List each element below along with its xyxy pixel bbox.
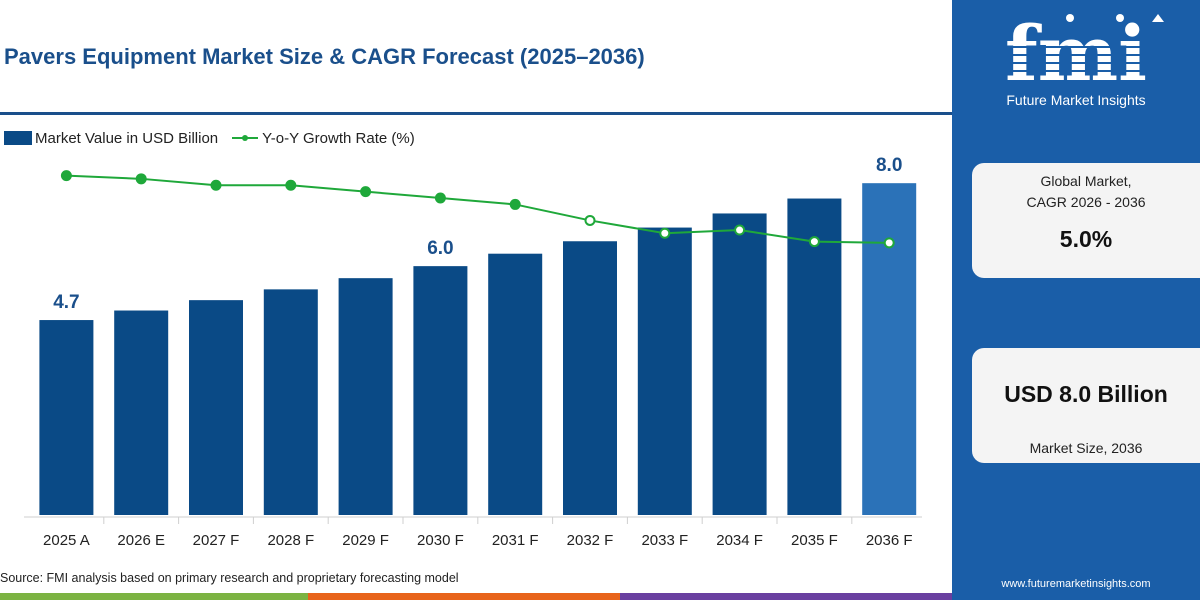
chart-panel: Pavers Equipment Market Size & CAGR Fore… — [0, 44, 952, 600]
fmi-logo: fmi Future Market Insights — [982, 9, 1172, 108]
bar-2035-f — [787, 198, 842, 515]
growth-point — [584, 214, 596, 226]
legend-bar-swatch — [4, 131, 32, 145]
bar-2033-f — [637, 227, 692, 515]
growth-point — [659, 227, 671, 239]
market-size-label: Market Size, 2036 — [1029, 440, 1143, 456]
legend-line-label: Y-o-Y Growth Rate (%) — [262, 129, 415, 147]
market-size-card: USD 8.0 Billion Market Size, 2036 — [972, 348, 1200, 463]
x-axis-ticks — [103, 517, 853, 524]
data-label: 4.7 — [53, 292, 79, 313]
x-tick-label: 2027 F — [193, 532, 240, 549]
chart-plot: 2025 A 2026 E 2027 F 2028 F 2029 F 2030 F 2031… — [24, 155, 922, 549]
strip-purple — [620, 593, 952, 600]
growth-point — [135, 173, 147, 185]
bar-2025-a — [39, 320, 94, 515]
website-url: www.futuremarketinsights.com — [1001, 578, 1151, 590]
bar-2030-f — [413, 266, 468, 515]
x-tick-label: 2026 E — [117, 532, 165, 549]
chart-title: Pavers Equipment Market Size & CAGR Fore… — [4, 44, 645, 69]
logo-stripes-icon — [982, 46, 1172, 72]
cagr-label: Global Market, CAGR 2026 - 2036 — [972, 171, 1200, 213]
bar-2026-e — [114, 310, 169, 515]
x-tick-label: 2028 F — [267, 532, 314, 549]
logo-subtitle: Future Market Insights — [1006, 92, 1145, 108]
color-strip — [0, 593, 952, 600]
bar-2028-f — [263, 289, 318, 515]
growth-points — [60, 170, 895, 249]
x-tick-label: 2035 F — [791, 532, 838, 549]
growth-point — [285, 179, 297, 191]
data-labels: 4.7 6.0 8.0 — [53, 155, 902, 313]
bar-2032-f — [563, 241, 617, 515]
logo-figures-icon — [1066, 14, 1164, 22]
bar-2029-f — [338, 278, 393, 515]
legend-line-swatch — [232, 130, 259, 147]
x-axis-labels: 2025 A 2026 E 2027 F 2028 F 2029 F 2030 F 2031… — [43, 532, 913, 549]
cagr-label-line2: CAGR 2026 - 2036 — [1026, 194, 1146, 210]
growth-point — [734, 224, 746, 236]
bar-2036-f — [862, 183, 917, 515]
x-tick-label: 2031 F — [492, 532, 539, 549]
bar-2034-f — [712, 213, 767, 515]
growth-point — [509, 198, 521, 210]
growth-point — [883, 237, 895, 249]
x-tick-label: 2036 F — [866, 532, 913, 549]
growth-point — [434, 192, 446, 204]
x-tick-label: 2034 F — [716, 532, 763, 549]
x-tick-label: 2029 F — [342, 532, 389, 549]
legend-bar-label: Market Value in USD Billion — [35, 129, 219, 147]
legend: Market Value in USD Billion Y-o-Y Growth… — [4, 128, 415, 148]
x-tick-label: 2030 F — [417, 532, 464, 549]
bar-2031-f — [488, 253, 543, 515]
growth-line — [66, 174, 890, 244]
strip-green — [0, 593, 308, 600]
bar-series — [39, 183, 917, 515]
growth-point — [60, 170, 72, 182]
data-label: 8.0 — [876, 155, 902, 176]
title-divider — [0, 112, 952, 115]
x-tick-label: 2025 A — [43, 532, 90, 549]
source-note: Source: FMI analysis based on primary re… — [0, 571, 459, 585]
cagr-value: 5.0% — [1059, 226, 1113, 252]
market-size-value: USD 8.0 Billion — [1004, 381, 1168, 407]
cagr-card: Global Market, CAGR 2026 - 2036 5.0% — [972, 163, 1200, 278]
growth-point — [360, 186, 372, 198]
bar-2027-f — [189, 300, 243, 515]
x-tick-label: 2032 F — [567, 532, 614, 549]
growth-point — [808, 236, 820, 248]
growth-point — [210, 179, 222, 191]
data-label: 6.0 — [427, 238, 453, 259]
x-tick-label: 2033 F — [641, 532, 688, 549]
logo-brand: fmi — [1005, 9, 1147, 98]
strip-orange — [308, 593, 620, 600]
cagr-label-line1: Global Market, — [1040, 173, 1132, 189]
summary-panel: fmi Future Market Insights Global Market… — [952, 0, 1200, 600]
